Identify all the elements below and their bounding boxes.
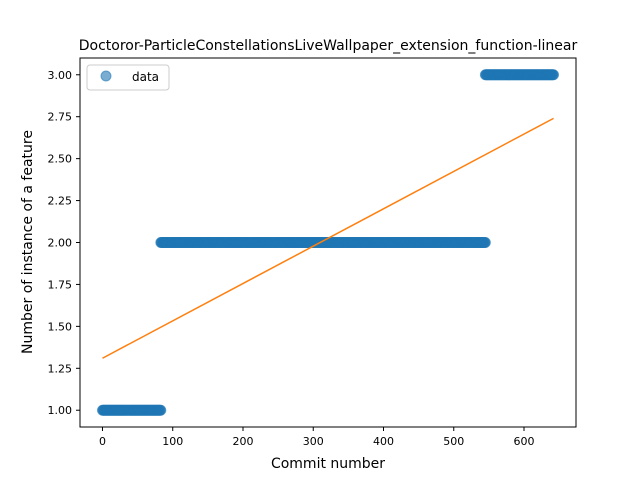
x-tick-label: 400 [373,435,394,448]
data-point [548,69,560,81]
legend-marker [100,70,112,82]
y-tick-label: 1.50 [48,320,73,333]
legend: data [86,64,170,91]
points-layer [96,69,560,416]
y-tick-label: 3.00 [48,69,73,82]
x-tick-label: 600 [514,435,535,448]
data-point [479,237,491,248]
data-point [155,404,167,416]
legend-label: data [132,70,159,84]
y-tick-label: 2.50 [48,153,73,166]
x-axis: 0 100 200 300 400 500 600 [99,427,535,448]
y-axis-label: Number of instance of a feature [20,130,36,354]
x-tick-label: 500 [443,435,464,448]
y-tick-label: 1.75 [48,278,73,291]
fit-line-layer [102,117,554,359]
y-tick-label: 1.00 [48,404,73,417]
y-axis: 1.00 1.25 1.50 1.75 2.00 2.25 2.50 2.75 3.00 [48,69,80,417]
x-tick-label: 0 [99,435,106,448]
y-tick-label: 1.25 [48,362,73,375]
x-axis-label: Commit number [271,456,385,472]
fit-line [102,117,554,359]
x-tick-label: 300 [303,435,324,448]
y-tick-label: 2.75 [48,111,73,124]
x-tick-label: 200 [232,435,253,448]
y-tick-label: 2.00 [48,237,73,250]
chart-title: Doctoror-ParticleConstellationsLiveWallp… [79,38,578,54]
y-tick-label: 2.25 [48,195,73,208]
x-tick-label: 100 [162,435,183,448]
